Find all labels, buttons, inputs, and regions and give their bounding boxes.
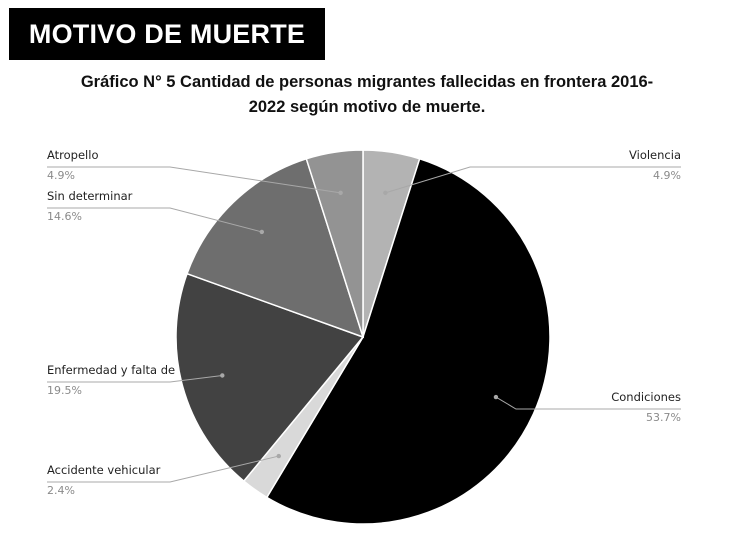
slice-value-violencia: 4.9% <box>653 169 681 182</box>
leader-dot-condiciones <box>493 394 499 400</box>
section-banner: MOTIVO DE MUERTE <box>9 8 325 60</box>
slice-value-condiciones: 53.7% <box>646 411 681 424</box>
leader-line-enfermedad-y-falta-de <box>47 374 223 383</box>
leader-dot-accidente-vehicular <box>276 453 281 459</box>
chart-title-line-2: 2022 según motivo de muerte. <box>248 98 486 116</box>
leader-dot-violencia <box>383 190 388 196</box>
leader-line-atropello <box>47 166 341 194</box>
section-banner-text: MOTIVO DE MUERTE <box>28 18 306 49</box>
slice-label-accidente-vehicular: Accidente vehicular <box>47 463 161 477</box>
leader-dot-sin-determinar <box>259 229 265 235</box>
leader-dot-atropello <box>338 190 343 196</box>
leader-dot-enfermedad-y-falta-de <box>220 373 225 378</box>
leader-line-condiciones <box>495 396 681 410</box>
slice-label-atropello: Atropello <box>47 148 99 162</box>
leader-line-sin-determinar <box>47 207 262 233</box>
slice-label-condiciones: Condiciones <box>611 390 681 404</box>
slice-value-accidente-vehicular: 2.4% <box>47 484 75 497</box>
leader-line-accidente-vehicular <box>47 455 279 483</box>
chart-title-line-1: Gráfico N° 5 Cantidad de personas migran… <box>80 73 654 91</box>
slice-value-atropello: 4.9% <box>47 169 75 182</box>
slice-label-enfermedad-y-falta-de: Enfermedad y falta de <box>47 363 175 377</box>
pie-slice-condiciones <box>265 157 551 525</box>
slice-value-sin-determinar: 14.6% <box>47 210 82 223</box>
slice-label-sin-determinar: Sin determinar <box>47 189 133 203</box>
pie-slice-sin-determinar <box>186 157 365 339</box>
chart-title: Gráfico N° 5 Cantidad de personas migran… <box>0 70 734 120</box>
slice-value-enfermedad-y-falta-de: 19.5% <box>47 384 82 397</box>
slice-label-violencia: Violencia <box>629 148 681 162</box>
pie-slice-atropello <box>305 149 364 338</box>
pie-slice-enfermedad-y-falta-de <box>175 272 365 483</box>
leader-line-violencia <box>385 166 681 194</box>
